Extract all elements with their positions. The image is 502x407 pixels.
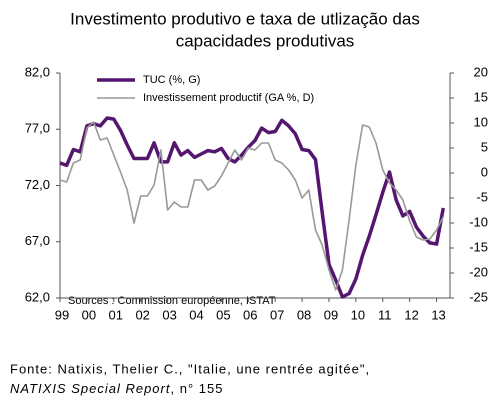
y2-tick-label: -20: [469, 264, 488, 279]
y2-tick-label: 20: [474, 64, 488, 79]
y-tick-label: 77,0: [25, 121, 50, 136]
x-tick-label: 09: [324, 307, 338, 322]
x-tick-label: 07: [270, 307, 284, 322]
y2-tick-label: 10: [474, 114, 488, 129]
x-tick-label: 03: [162, 307, 176, 322]
x-tick-label: 01: [109, 307, 123, 322]
x-tick-label: 06: [243, 307, 257, 322]
y-tick-label: 72,0: [25, 177, 50, 192]
x-tick-label: 02: [135, 307, 149, 322]
x-tick-label: 08: [297, 307, 311, 322]
chart-title: capacidades produtivas: [176, 31, 355, 50]
caption-italic: NATIXIS Special Report: [10, 381, 171, 396]
x-tick-label: 13: [431, 307, 445, 322]
y2-tick-label: -25: [469, 289, 488, 304]
caption-rest: , n° 155: [170, 381, 223, 396]
y2-tick-label: 15: [474, 89, 488, 104]
caption: NATIXIS Special Report, n° 155: [10, 381, 223, 396]
y2-tick-label: -5: [476, 189, 488, 204]
x-tick-label: 05: [216, 307, 230, 322]
x-tick-label: 00: [82, 307, 96, 322]
series-line: [59, 121, 445, 291]
x-tick-label: 12: [404, 307, 418, 322]
x-tick-label: 10: [351, 307, 365, 322]
x-tick-label: 04: [189, 307, 203, 322]
series-line: [59, 116, 446, 299]
caption: Fonte: Natixis, Thelier C., "Italie, une…: [10, 361, 370, 376]
y-tick-label: 62,0: [25, 289, 50, 304]
y-tick-label: 82,0: [25, 64, 50, 79]
x-tick-label: 11: [378, 307, 392, 322]
y2-tick-label: 0: [481, 164, 488, 179]
y-tick-label: 67,0: [25, 233, 50, 248]
legend-label: Investissement productif (GA %, D): [143, 92, 314, 104]
chart-title: Investimento produtivo e taxa de utlizaç…: [70, 9, 420, 28]
x-tick-label: 99: [55, 307, 69, 322]
y2-tick-label: -10: [469, 214, 488, 229]
annotation: Sources : Commission européenne, ISTAT: [68, 295, 276, 307]
y2-tick-label: -15: [469, 239, 488, 254]
y2-tick-label: 5: [481, 139, 488, 154]
legend-label: TUC (%, G): [143, 74, 200, 86]
